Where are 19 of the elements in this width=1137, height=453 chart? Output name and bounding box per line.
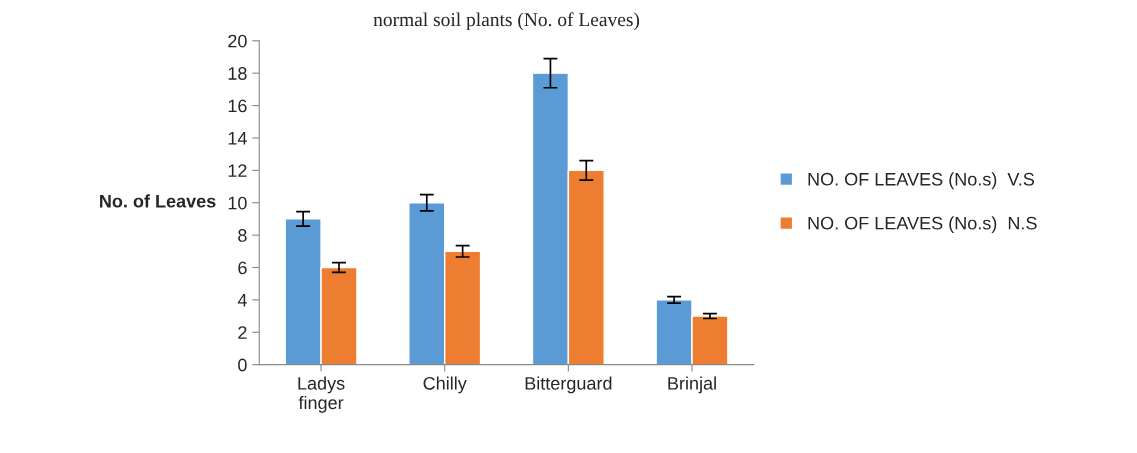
y-tick-label: 18: [228, 67, 247, 80]
y-tick-label: 0: [238, 358, 247, 372]
x-tick-label: Chilly: [423, 376, 467, 394]
x-tick-label: Bitterguard: [525, 376, 612, 394]
y-tick-label: 2: [238, 326, 247, 339]
y-tick-label: 8: [238, 229, 247, 242]
legend-label: NO. OF LEAVES (No.s) V.S: [808, 172, 1035, 190]
x-tick-label: Brinjal: [668, 376, 716, 394]
y-tick-label: 12: [228, 164, 247, 177]
y-tick-label: 20: [228, 34, 247, 48]
legend-label: NO. OF LEAVES (No.s) N.S: [808, 216, 1037, 234]
y-tick-label: 4: [237, 294, 247, 307]
y-tick-label: 10: [228, 196, 247, 210]
y-axis-title: No. of Leaves: [100, 194, 216, 208]
y-tick-label: 6: [238, 261, 247, 275]
y-tick-label: 14: [228, 132, 247, 145]
x-tick-label: Ladys finger: [298, 376, 345, 413]
y-tick-label: 16: [228, 99, 247, 113]
chart-title: normal soil plants (No. of Leaves): [373, 12, 640, 31]
